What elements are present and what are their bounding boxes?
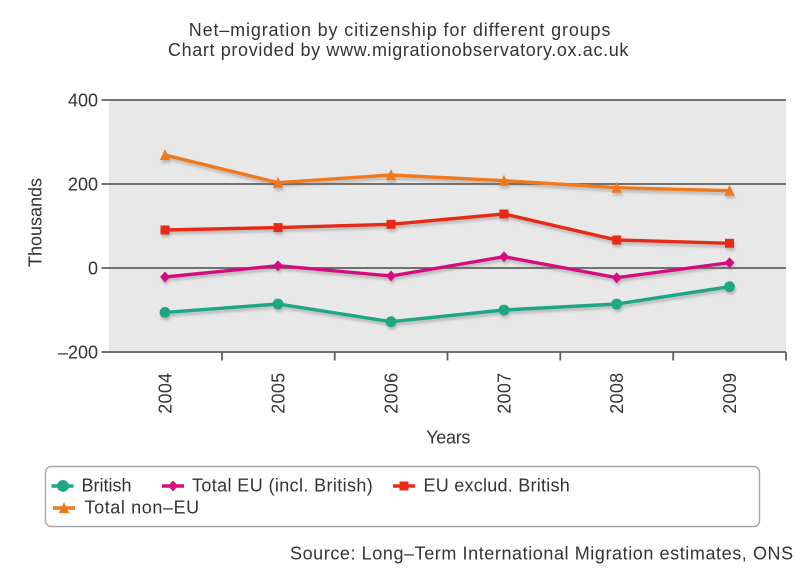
svg-text:Total non–EU: Total non–EU (85, 498, 200, 518)
svg-text:EU exclud. British: EU exclud. British (424, 475, 571, 495)
svg-text:2008: 2008 (607, 373, 627, 414)
svg-text:400: 400 (68, 90, 98, 110)
svg-text:Source: Long–Term Internation: Source: Long–Term International Migratio… (290, 544, 794, 564)
svg-text:0: 0 (88, 258, 98, 278)
svg-text:200: 200 (68, 174, 98, 194)
svg-text:Net–migration by citizenship f: Net–migration by citizenship for differe… (189, 20, 612, 40)
svg-text:Thousands: Thousands (26, 178, 46, 267)
svg-text:2009: 2009 (720, 373, 740, 414)
svg-text:2007: 2007 (495, 373, 515, 414)
svg-text:Chart provided by www.migratio: Chart provided by www.migrationobservato… (168, 40, 629, 60)
svg-text:2005: 2005 (269, 373, 289, 414)
svg-text:Years: Years (426, 428, 470, 448)
svg-text:British: British (82, 475, 132, 495)
svg-text:Total EU (incl. British): Total EU (incl. British) (192, 475, 373, 495)
svg-text:2006: 2006 (382, 373, 402, 414)
svg-text:2004: 2004 (156, 373, 176, 414)
svg-text:–200: –200 (58, 342, 98, 362)
